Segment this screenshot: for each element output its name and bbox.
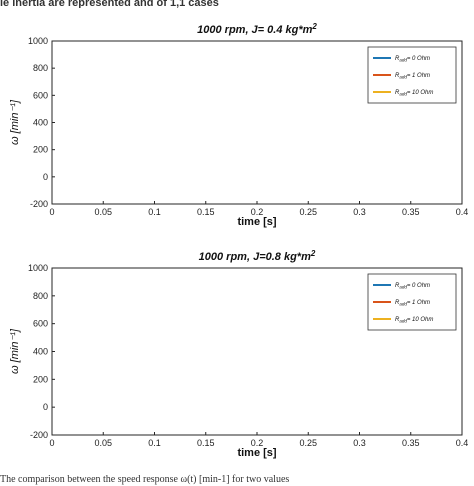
y-tick-label: 200 (33, 374, 48, 384)
x-tick-label: 0.15 (197, 207, 215, 217)
x-tick-label: 0.4 (456, 207, 469, 217)
x-tick-label: 0.1 (148, 438, 161, 448)
chart-panel-1: 0 0.05 0.1 0.15 0.2 0.25 0.3 0.35 0.4-2000200400… (9, 22, 468, 228)
legend-entry: Radd= 0 Ohm (395, 56, 430, 63)
figure-caption-top: le inertia are represented and of 1,1 ca… (0, 0, 474, 8)
x-axis-label: time [s] (237, 447, 276, 459)
y-tick-label: 400 (33, 118, 48, 128)
x-tick-label: 0 (49, 438, 54, 448)
x-tick-label: 0 (49, 207, 54, 217)
y-axis-label: ω [min⁻¹] (9, 99, 21, 145)
legend-entry: Radd= 10 Ohm (395, 317, 433, 324)
y-tick-label: 200 (33, 145, 48, 155)
x-axis-label: time [s] (237, 216, 276, 228)
y-tick-label: -200 (30, 199, 48, 209)
x-tick-label: 0.4 (456, 438, 469, 448)
figure-caption-bottom: The comparison between the speed respons… (0, 474, 290, 485)
x-tick-label: 0.2 (251, 207, 264, 217)
y-tick-label: 0 (43, 172, 48, 182)
legend-entry: Radd= 1 Ohm (395, 300, 430, 307)
x-tick-label: 0.3 (353, 438, 366, 448)
legend: Radd= 0 Ohm Radd= 1 Ohm Radd= 10 Ohm (367, 273, 457, 331)
legend: Radd= 0 Ohm Radd= 1 Ohm Radd= 10 Ohm (367, 46, 457, 104)
y-tick-label: 800 (33, 63, 48, 73)
y-tick-label: 0 (43, 402, 48, 412)
x-tick-label: 0.25 (299, 438, 317, 448)
chart-title: 1000 rpm, J= 0.4 kg*m2 (197, 22, 317, 36)
y-tick-label: 600 (33, 90, 48, 100)
y-tick-label: 400 (33, 347, 48, 357)
y-tick-label: 600 (33, 319, 48, 329)
y-tick-label: -200 (30, 430, 48, 440)
legend-entry: Radd= 1 Ohm (395, 73, 430, 80)
chart-title: 1000 rpm, J=0.8 kg*m2 (199, 249, 316, 263)
y-tick-label: 1000 (28, 263, 48, 273)
x-tick-label: 0.3 (353, 207, 366, 217)
x-tick-label: 0.35 (402, 438, 420, 448)
chart-panel-2: 0 0.05 0.1 0.15 0.2 0.25 0.3 0.35 0.4-2000200400… (9, 249, 468, 459)
x-tick-label: 0.35 (402, 207, 420, 217)
x-tick-label: 0.15 (197, 438, 215, 448)
y-tick-label: 800 (33, 291, 48, 301)
x-tick-label: 0.05 (94, 207, 112, 217)
legend-entry: Radd= 0 Ohm (395, 283, 430, 290)
y-axis-label: ω [min⁻¹] (9, 328, 21, 374)
x-tick-label: 0.2 (251, 438, 264, 448)
x-tick-label: 0.1 (148, 207, 161, 217)
x-tick-label: 0.25 (299, 207, 317, 217)
x-tick-label: 0.05 (94, 438, 112, 448)
y-tick-label: 1000 (28, 36, 48, 46)
legend-entry: Radd= 10 Ohm (395, 90, 433, 97)
